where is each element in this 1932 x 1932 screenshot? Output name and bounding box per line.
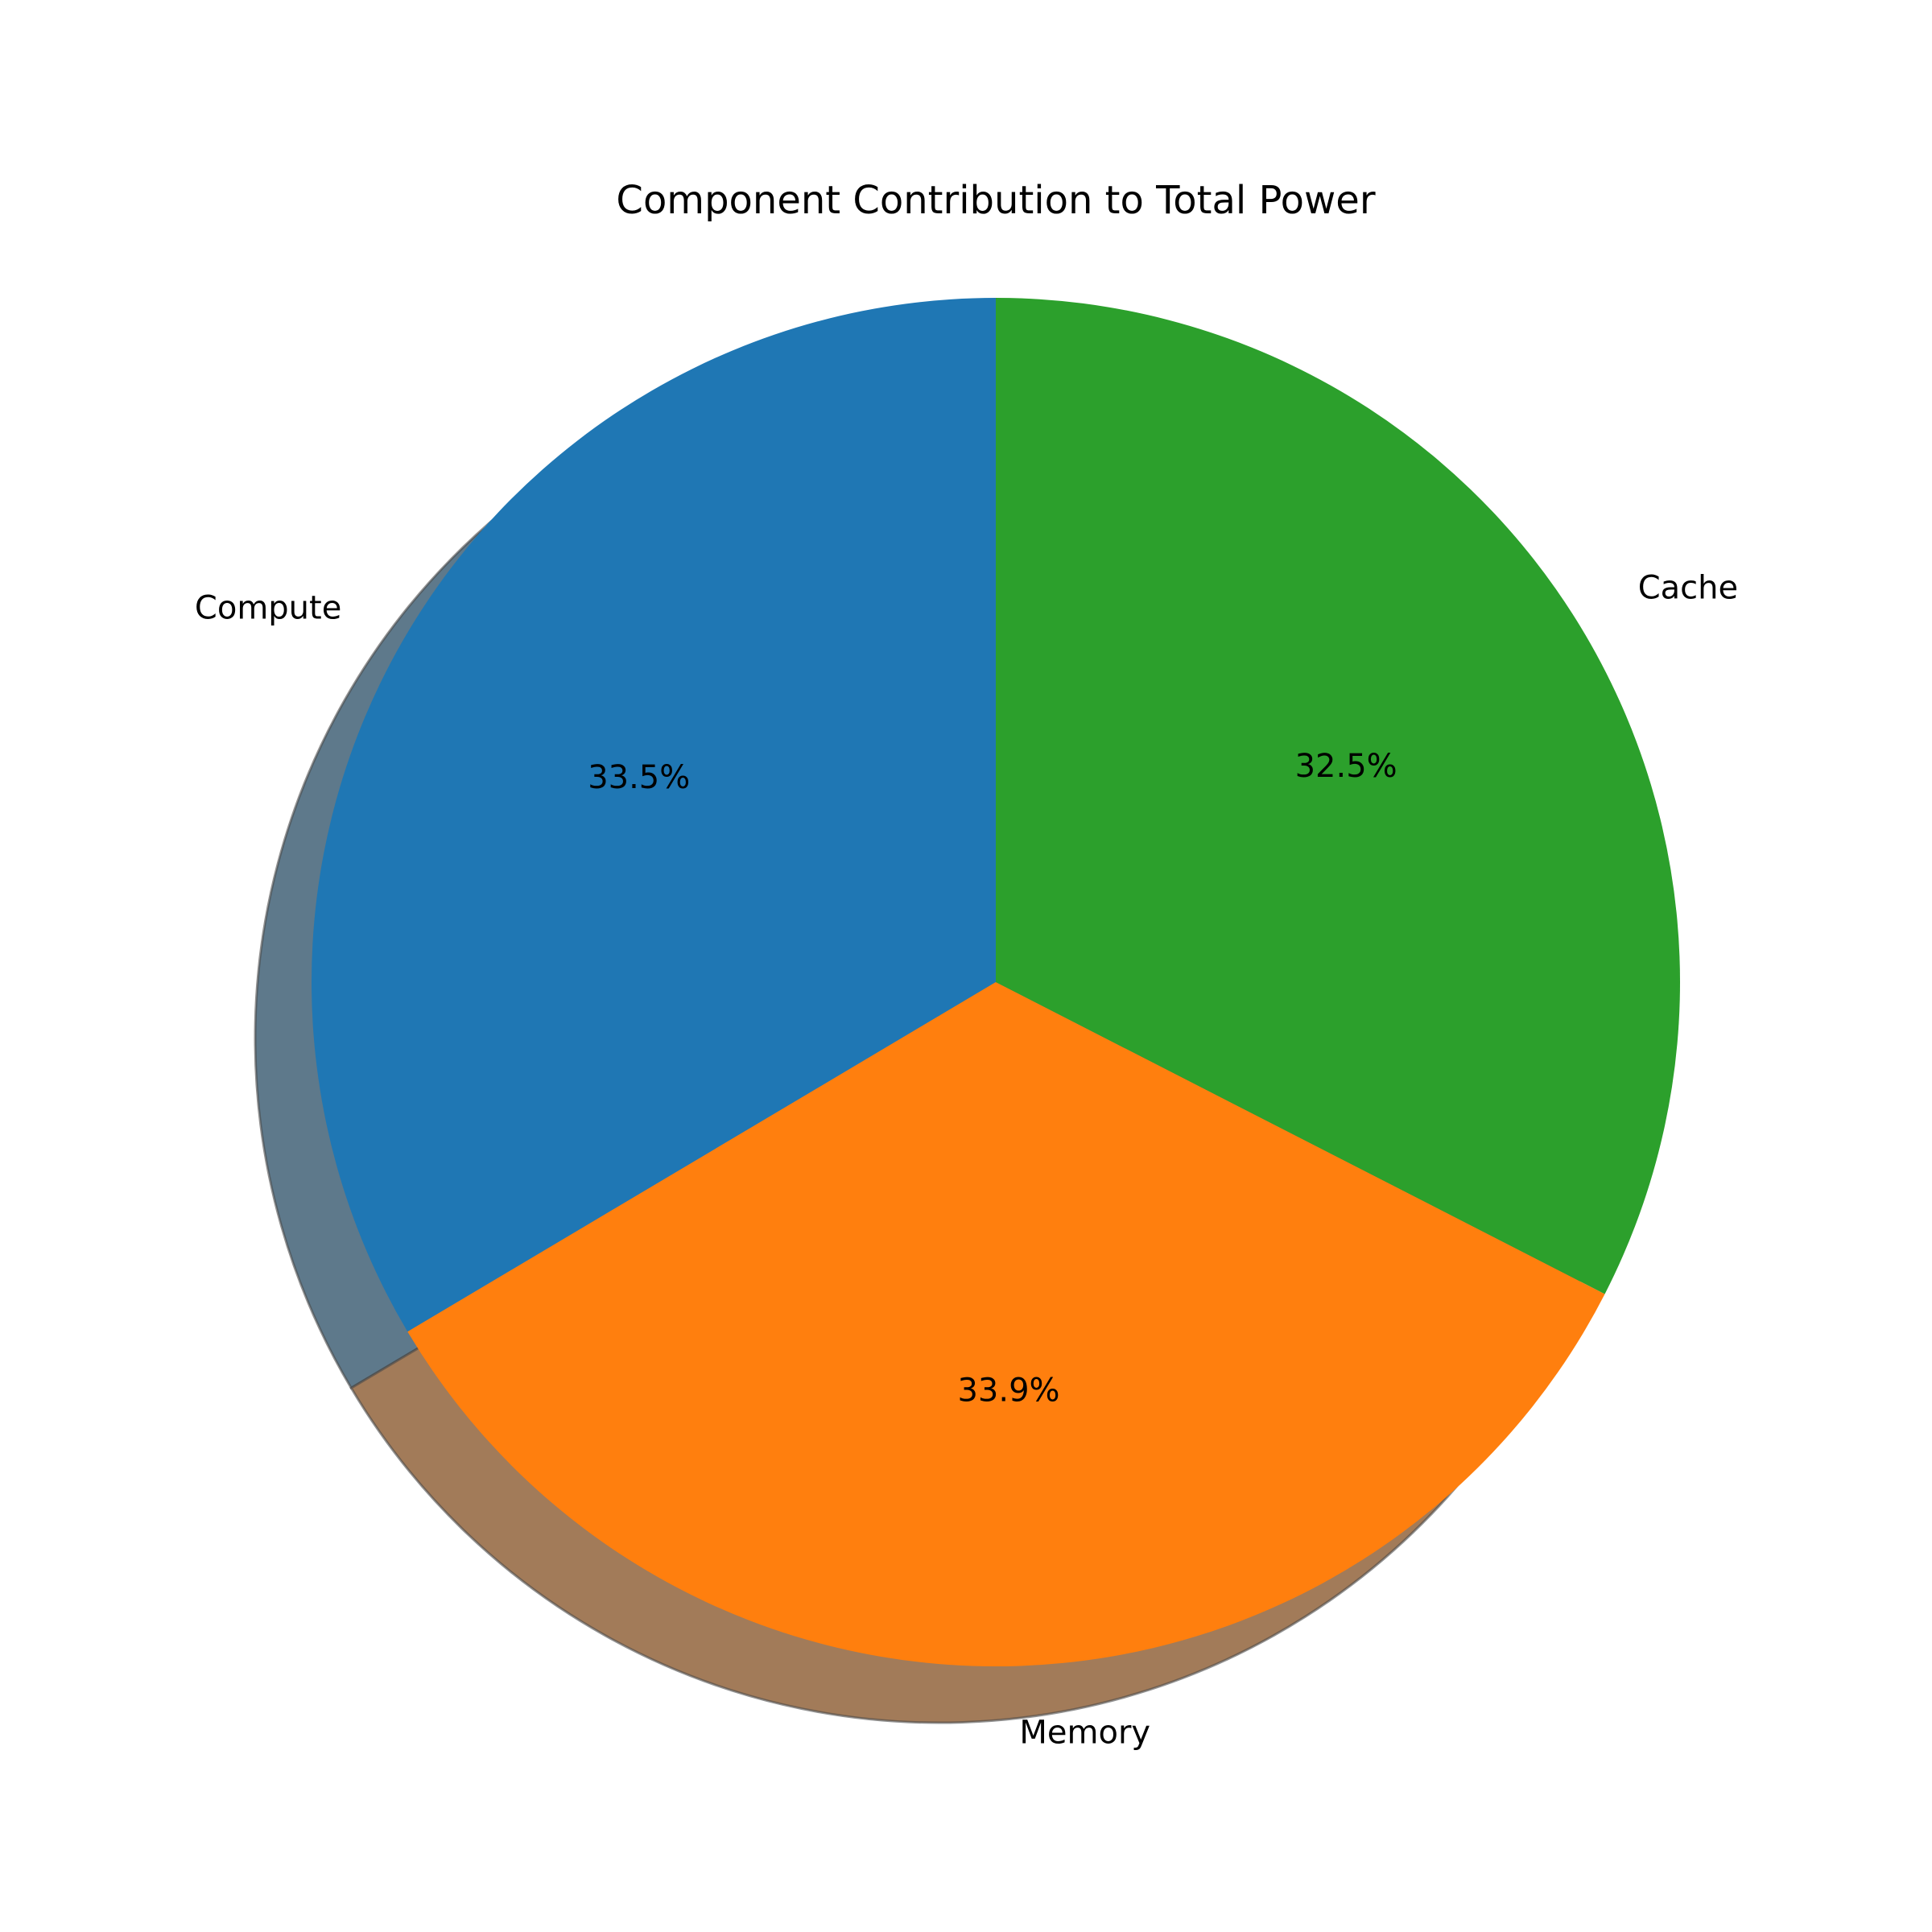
pie-slice-cache xyxy=(996,298,1680,1294)
pie-slice-memory xyxy=(407,982,1605,1666)
pie-slices xyxy=(312,298,1680,1666)
slice-label-compute: Compute xyxy=(195,590,341,627)
percent-label-compute: 33.5% xyxy=(588,759,690,796)
percent-label-memory: 33.9% xyxy=(957,1373,1059,1410)
slice-label-cache: Cache xyxy=(1638,569,1738,606)
pie-slice-compute xyxy=(312,298,996,1332)
pie-labels: Compute 33.5% Memory 33.9% Cache 32.5% xyxy=(195,569,1738,1751)
slice-label-memory: Memory xyxy=(1019,1715,1150,1752)
percent-label-cache: 32.5% xyxy=(1295,748,1397,785)
chart-title: Component Contribution to Total Power xyxy=(616,178,1375,223)
